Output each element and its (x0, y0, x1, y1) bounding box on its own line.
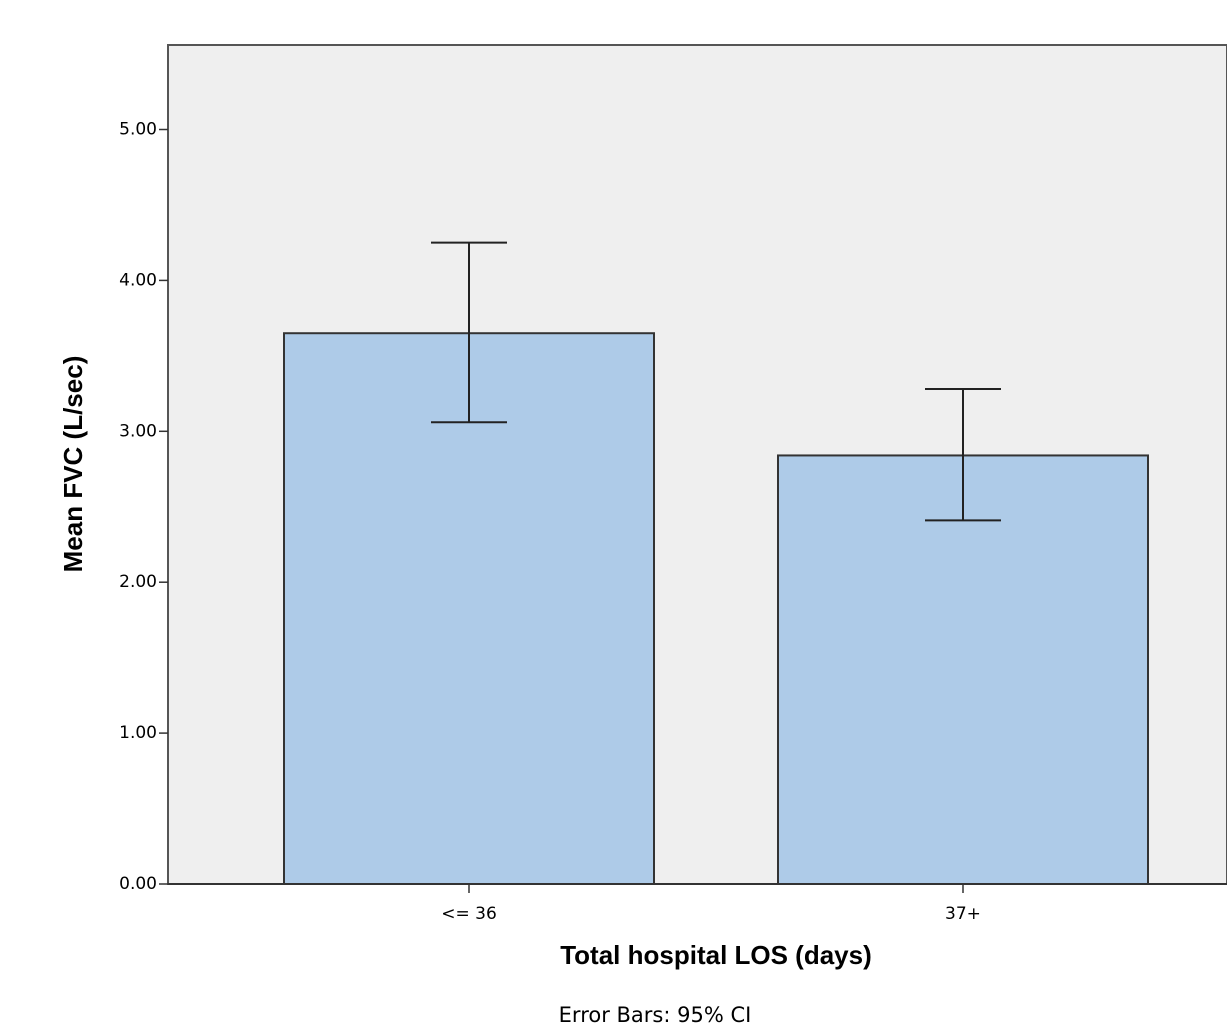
footnote: Error Bars: 95% CI (559, 1003, 752, 1024)
x-tick-label: <= 36 (441, 904, 497, 924)
y-tick-label: 1.00 (119, 723, 157, 743)
y-tick-label: 3.00 (119, 421, 157, 441)
y-tick-label: 2.00 (119, 572, 157, 592)
bar (777, 454, 1149, 885)
y-tick-label: 5.00 (119, 120, 157, 140)
y-tick-label: 4.00 (119, 270, 157, 290)
y-axis-title: Mean FVC (L/sec) (58, 356, 88, 573)
y-tick-label: 0.00 (119, 874, 157, 894)
x-axis-title: Total hospital LOS (days) (560, 940, 872, 970)
x-tick-label: 37+ (945, 904, 981, 924)
